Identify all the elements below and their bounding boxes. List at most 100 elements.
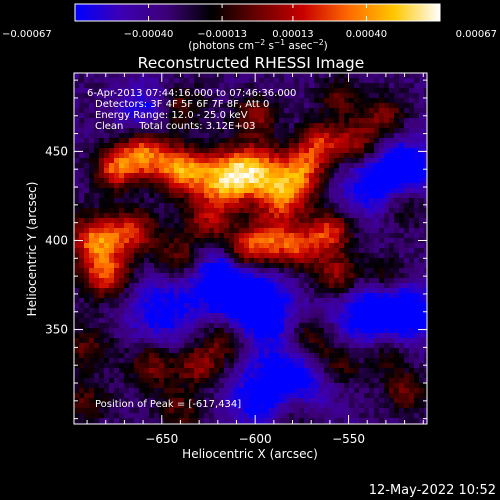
heatmap-cell [364, 268, 370, 274]
heatmap-cell [89, 263, 95, 269]
heatmap-cell [404, 383, 410, 389]
heatmap-cell [79, 273, 85, 279]
heatmap-cell [364, 178, 370, 184]
heatmap-cell [224, 198, 230, 204]
heatmap-cell [209, 188, 215, 194]
heatmap-cell [314, 193, 320, 199]
heatmap-cell [319, 308, 325, 314]
heatmap-cell [124, 398, 130, 404]
heatmap-cell [289, 208, 295, 214]
heatmap-cell [194, 218, 200, 224]
heatmap-cell [199, 323, 205, 329]
heatmap-cell [404, 83, 410, 89]
heatmap-cell [364, 393, 370, 399]
heatmap-cell [89, 233, 95, 239]
heatmap-cell [409, 418, 415, 424]
heatmap-cell [159, 263, 165, 269]
heatmap-cell [319, 143, 325, 149]
heatmap-cell [344, 183, 350, 189]
heatmap-cell [99, 253, 105, 259]
heatmap-cell [119, 323, 125, 329]
heatmap-cell [379, 193, 385, 199]
heatmap-cell [299, 303, 305, 309]
heatmap-cell [364, 113, 370, 119]
heatmap-cell [354, 203, 360, 209]
heatmap-cell [199, 118, 205, 124]
heatmap-cell [309, 163, 315, 169]
heatmap-cell [174, 358, 180, 364]
heatmap-cell [119, 183, 125, 189]
heatmap-cell [139, 88, 145, 94]
heatmap-cell [104, 413, 110, 419]
heatmap-cell [94, 198, 100, 204]
heatmap-cell [144, 113, 150, 119]
heatmap-cell [89, 183, 95, 189]
heatmap-cell [154, 73, 160, 79]
heatmap-cell [379, 143, 385, 149]
heatmap-cell [89, 168, 95, 174]
heatmap-cell [229, 403, 235, 409]
heatmap-cell [319, 318, 325, 324]
heatmap-cell [289, 403, 295, 409]
heatmap-cell [349, 353, 355, 359]
heatmap-cell [279, 343, 285, 349]
heatmap-cell [134, 188, 140, 194]
heatmap-cell [334, 73, 340, 79]
heatmap-cell [329, 258, 335, 264]
heatmap-cell [234, 133, 240, 139]
heatmap-cell [409, 218, 415, 224]
heatmap-cell [279, 278, 285, 284]
heatmap-cell [319, 188, 325, 194]
heatmap-cell [334, 398, 340, 404]
heatmap-cell [359, 268, 365, 274]
heatmap-cell [274, 343, 280, 349]
heatmap-cell [119, 403, 125, 409]
heatmap-cell [84, 168, 90, 174]
heatmap-cell [249, 128, 255, 134]
heatmap-cell [294, 223, 300, 229]
heatmap-cell [319, 303, 325, 309]
heatmap-cell [249, 253, 255, 259]
heatmap-cell [104, 248, 110, 254]
heatmap-cell [314, 163, 320, 169]
heatmap-cell [284, 163, 290, 169]
heatmap-cell [79, 348, 85, 354]
heatmap-cell [399, 118, 405, 124]
heatmap-cell [294, 243, 300, 249]
heatmap-cell [359, 348, 365, 354]
heatmap-cell [244, 288, 250, 294]
heatmap-cell [119, 88, 125, 94]
heatmap-cell [299, 163, 305, 169]
heatmap-cell [284, 263, 290, 269]
heatmap-cell [219, 313, 225, 319]
heatmap-cell [204, 223, 210, 229]
heatmap-cell [414, 168, 420, 174]
heatmap-cell [204, 78, 210, 84]
heatmap-cell [179, 403, 185, 409]
heatmap-cell [209, 383, 215, 389]
heatmap-cell [389, 378, 395, 384]
heatmap-cell [299, 238, 305, 244]
heatmap-cell [329, 108, 335, 114]
heatmap-cell [304, 368, 310, 374]
heatmap-cell [129, 408, 135, 414]
heatmap-cell [204, 148, 210, 154]
heatmap-cell [349, 303, 355, 309]
heatmap-cell [374, 203, 380, 209]
heatmap-cell [99, 418, 105, 424]
heatmap-cell [259, 303, 265, 309]
heatmap-cell [414, 93, 420, 99]
heatmap-cell [79, 358, 85, 364]
heatmap-cell [329, 368, 335, 374]
heatmap-cell [154, 358, 160, 364]
heatmap-cell [329, 313, 335, 319]
heatmap-cell [204, 318, 210, 324]
heatmap-cell [224, 328, 230, 334]
heatmap-cell [184, 168, 190, 174]
heatmap-cell [389, 363, 395, 369]
heatmap-cell [224, 343, 230, 349]
heatmap-cell [139, 73, 145, 79]
heatmap-cell [269, 168, 275, 174]
heatmap-cell [284, 88, 290, 94]
heatmap-cell [299, 288, 305, 294]
